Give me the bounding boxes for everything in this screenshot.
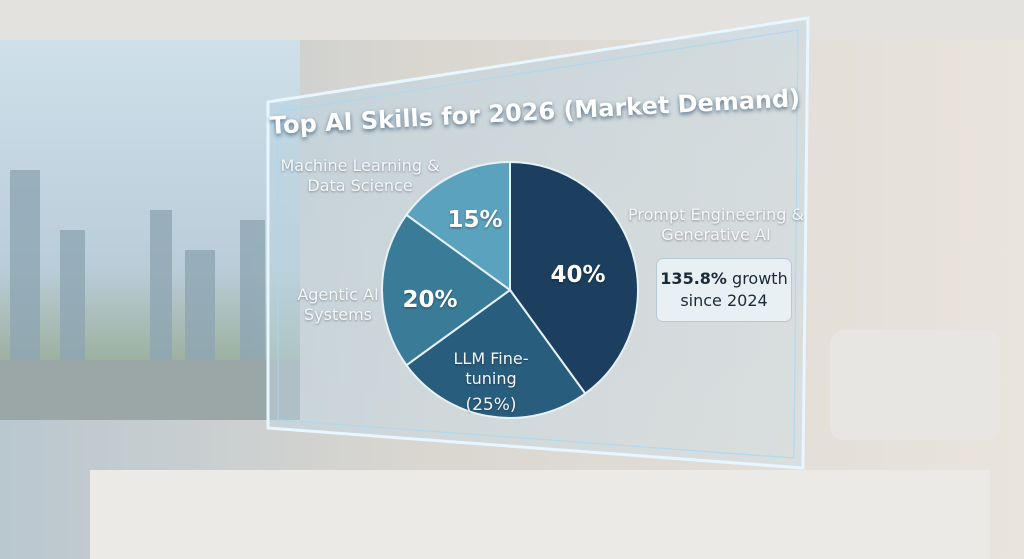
panel-inner-border (277, 29, 799, 459)
value-label: 20% (402, 287, 458, 313)
ceiling (0, 0, 1024, 40)
value-label: 15% (447, 207, 503, 233)
category-label: Prompt Engineering & Generative AI (627, 205, 805, 244)
annotation: 135.8% growth since 2024 (656, 258, 792, 322)
category-label: LLM Fine-tuning (453, 349, 529, 388)
skyline (10, 170, 265, 360)
category-label: Machine Learning & Data Science (280, 156, 440, 195)
value-label: (25%) (465, 395, 517, 415)
street (0, 360, 300, 420)
pie-slice (405, 160, 511, 292)
table (90, 470, 990, 559)
pie-slice (381, 213, 512, 367)
value-label: 40% (550, 262, 606, 288)
pie-slice (509, 160, 639, 395)
sofa (830, 330, 1000, 440)
annotation-text: growth since 2024 (680, 269, 788, 310)
pie-slice (405, 288, 587, 419)
annotation-highlight: 135.8% (660, 269, 727, 288)
category-label: Agentic AI Systems (297, 285, 379, 324)
